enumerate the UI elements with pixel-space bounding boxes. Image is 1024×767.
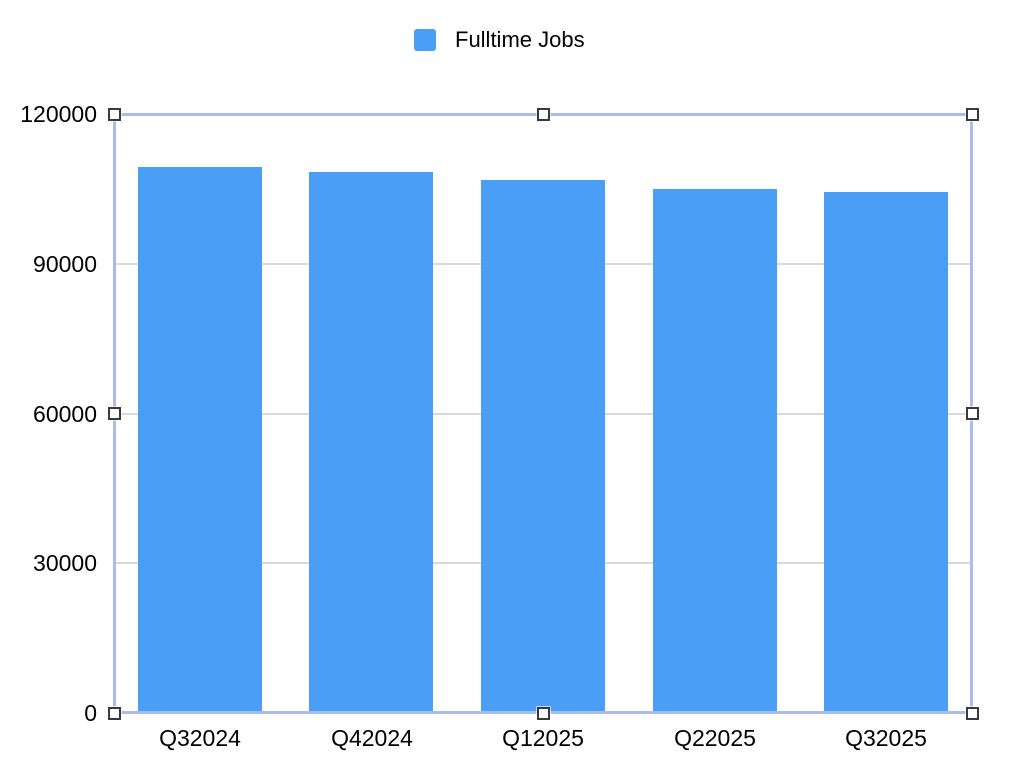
- selection-handle-bottom-right[interactable]: [966, 707, 979, 720]
- selection-handle-top-center[interactable]: [537, 108, 550, 121]
- x-axis-label-q42024: Q42024: [331, 725, 413, 751]
- y-axis-label-0: 0: [84, 700, 97, 726]
- selection-handle-bottom-center[interactable]: [537, 707, 550, 720]
- selection-handle-mid-right[interactable]: [966, 407, 979, 420]
- selection-handle-top-left[interactable]: [108, 108, 121, 121]
- bar-q12025[interactable]: [481, 179, 605, 713]
- selection-handle-bottom-left[interactable]: [108, 707, 121, 720]
- x-axis-label-q32025: Q32025: [845, 725, 927, 751]
- y-axis-label-120000: 120000: [20, 101, 97, 127]
- selection-handle-top-right[interactable]: [966, 108, 979, 121]
- x-axis-label-q12025: Q12025: [502, 725, 584, 751]
- legend-swatch-fulltime-jobs: [414, 29, 436, 51]
- y-axis-label-90000: 90000: [33, 250, 97, 277]
- legend-label: Fulltime Jobs: [455, 27, 585, 52]
- chart-legend[interactable]: Fulltime Jobs: [414, 29, 585, 51]
- y-axis-label-30000: 30000: [33, 550, 97, 577]
- y-axis-label-60000: 60000: [33, 400, 97, 427]
- bar-q32024[interactable]: [138, 167, 262, 713]
- bar-q42024[interactable]: [309, 171, 433, 713]
- x-axis-label-q32024: Q32024: [159, 725, 241, 751]
- bar-q32025[interactable]: [824, 192, 948, 713]
- bar-q22025[interactable]: [653, 189, 777, 713]
- x-axis-label-q22025: Q22025: [674, 725, 756, 751]
- selection-handle-mid-left[interactable]: [108, 407, 121, 420]
